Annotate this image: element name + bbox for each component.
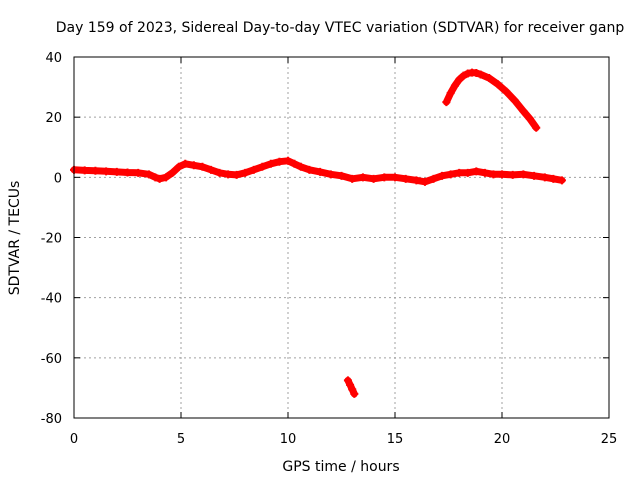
y-tick-label: -80 bbox=[41, 412, 62, 427]
data-point bbox=[508, 170, 517, 179]
data-point bbox=[540, 173, 549, 182]
y-tick-label: -60 bbox=[41, 352, 62, 367]
data-point bbox=[455, 168, 464, 177]
data-point bbox=[549, 174, 558, 183]
data-point bbox=[348, 174, 357, 183]
data-point bbox=[502, 87, 511, 96]
data-point bbox=[489, 170, 498, 179]
data-point bbox=[420, 177, 429, 186]
y-tick-label: 40 bbox=[45, 51, 62, 66]
data-point bbox=[480, 168, 489, 177]
y-tick-label: 20 bbox=[45, 111, 62, 126]
data-point bbox=[472, 68, 481, 77]
series-main-trace bbox=[70, 156, 566, 186]
data-point bbox=[519, 170, 528, 179]
data-point bbox=[429, 174, 438, 183]
series-outlier-segment bbox=[343, 376, 359, 398]
data-point bbox=[305, 165, 314, 174]
data-point bbox=[112, 167, 121, 176]
data-point bbox=[472, 167, 481, 176]
data-point bbox=[510, 96, 519, 105]
data-point bbox=[224, 170, 233, 179]
x-tick-label: 25 bbox=[601, 432, 618, 447]
data-point bbox=[198, 162, 207, 171]
data-point bbox=[391, 173, 399, 182]
data-point bbox=[369, 174, 378, 183]
data-point bbox=[189, 161, 198, 170]
series-arc-segment bbox=[442, 68, 541, 132]
data-point bbox=[249, 165, 258, 174]
data-point bbox=[412, 176, 421, 185]
data-point bbox=[446, 89, 455, 98]
data-point bbox=[463, 168, 472, 177]
data-layer bbox=[70, 68, 566, 398]
data-point bbox=[450, 81, 459, 90]
data-point bbox=[275, 157, 284, 166]
data-point bbox=[168, 168, 177, 177]
data-point bbox=[326, 170, 335, 179]
data-point bbox=[442, 98, 451, 107]
data-point bbox=[476, 70, 485, 79]
data-point bbox=[493, 80, 502, 89]
data-point bbox=[485, 74, 494, 83]
y-tick-label: -40 bbox=[41, 292, 62, 307]
grid bbox=[74, 57, 609, 418]
data-point bbox=[162, 173, 171, 182]
series-line bbox=[344, 376, 358, 398]
data-point bbox=[532, 123, 541, 132]
data-point bbox=[206, 165, 215, 174]
data-point bbox=[525, 114, 534, 123]
x-tick-label: 20 bbox=[494, 432, 511, 447]
y-axis-label: SDTVAR / TECUs bbox=[7, 181, 23, 296]
data-point bbox=[343, 376, 352, 385]
data-point bbox=[258, 162, 267, 171]
data-point bbox=[401, 174, 410, 183]
data-point bbox=[557, 176, 566, 185]
data-point bbox=[455, 75, 464, 84]
data-point bbox=[123, 168, 132, 177]
data-point bbox=[348, 385, 357, 394]
data-point bbox=[241, 168, 250, 177]
data-point bbox=[459, 71, 468, 80]
x-tick-label: 5 bbox=[177, 432, 185, 447]
data-point bbox=[337, 171, 346, 180]
data-point bbox=[102, 167, 111, 176]
data-point bbox=[290, 159, 299, 168]
y-tick-label: 0 bbox=[54, 171, 62, 186]
data-point bbox=[134, 168, 143, 177]
x-tick-label: 10 bbox=[280, 432, 297, 447]
data-point bbox=[151, 173, 160, 182]
data-point bbox=[350, 389, 359, 398]
ticks: 0 5 10 15 20 25 -80 -60 -40 -20 0 20 40 bbox=[41, 51, 618, 447]
y-tick-label: -20 bbox=[41, 232, 62, 247]
x-tick-label: 15 bbox=[387, 432, 404, 447]
data-point bbox=[215, 168, 224, 177]
data-point bbox=[80, 166, 89, 175]
data-point bbox=[284, 156, 292, 165]
data-point bbox=[530, 171, 539, 180]
x-tick-label: 0 bbox=[70, 432, 78, 447]
data-point bbox=[155, 174, 164, 183]
data-point bbox=[296, 162, 305, 171]
data-point bbox=[438, 171, 447, 180]
data-point bbox=[91, 166, 100, 175]
data-point bbox=[519, 107, 528, 116]
data-point bbox=[446, 170, 455, 179]
data-point bbox=[498, 170, 506, 179]
data-point bbox=[380, 173, 389, 182]
data-point bbox=[181, 159, 190, 168]
data-point bbox=[346, 380, 355, 389]
data-point bbox=[232, 170, 241, 179]
data-point bbox=[144, 170, 153, 179]
chart-title: Day 159 of 2023, Sidereal Day-to-day VTE… bbox=[56, 20, 625, 36]
data-point bbox=[316, 167, 325, 176]
data-point bbox=[358, 173, 367, 182]
data-point bbox=[174, 162, 183, 171]
data-point bbox=[266, 159, 275, 168]
x-axis-label: GPS time / hours bbox=[282, 459, 399, 475]
